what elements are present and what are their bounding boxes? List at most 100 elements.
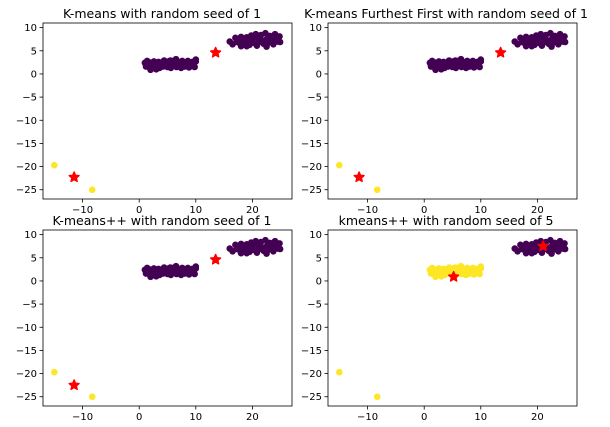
plot-frame [42, 22, 293, 200]
x-tick-label: 0 [136, 412, 142, 423]
centroid-marker [353, 171, 365, 183]
y-tick-label: −10 [16, 323, 37, 334]
data-point-right-cluster [528, 42, 536, 50]
data-point-right-cluster [253, 249, 261, 256]
x-tick-label: 0 [421, 412, 427, 423]
centroid-marker [447, 270, 460, 282]
data-point-right-cluster [518, 38, 525, 46]
centroid-marker [537, 240, 549, 252]
subplot-title: K-means with random seed of 1 [63, 6, 261, 21]
data-point-outliers [88, 393, 96, 401]
y-tick-label: 5 [316, 253, 322, 264]
data-point-mid-cluster [452, 264, 459, 271]
subplot-kmeanspp-seed-1: −10 0 10 20 10 5 0 −5 −10 −15 −20 −25 K-means++ with… [16, 213, 293, 423]
y-tick-label: 10 [309, 230, 322, 241]
data-point-mid-cluster [476, 63, 483, 71]
x-tick-label: 0 [136, 205, 142, 216]
y-tick-label: −15 [16, 346, 37, 357]
y-tick-label: −15 [16, 139, 37, 150]
data-point-right-cluster [233, 245, 240, 253]
data-point-right-cluster [237, 249, 245, 257]
data-point-right-cluster [263, 250, 270, 257]
subplot-kmeans-furthest-first-seed-1: −10 0 10 20 10 5 0 −5 −10 −15 −20 −25 K-means Furthe… [301, 6, 588, 216]
x-tick-label: −10 [357, 412, 378, 423]
data-point-mid-cluster [457, 55, 465, 63]
data-point-right-cluster [233, 38, 240, 46]
data-point-mid-cluster [191, 270, 198, 278]
y-tick-label: 0 [316, 276, 322, 287]
data-point-mid-cluster [457, 262, 465, 270]
data-point-right-cluster [561, 38, 569, 46]
y-tick-label: −10 [301, 323, 322, 334]
data-point-mid-cluster [167, 57, 174, 64]
data-point-outliers [373, 393, 381, 401]
centroid-marker [209, 46, 222, 58]
y-tick-label: −25 [301, 392, 322, 403]
y-tick-label: −20 [16, 162, 37, 173]
x-tick-label: 20 [531, 412, 544, 423]
data-point-right-cluster [548, 250, 555, 257]
y-tick-label: −5 [22, 300, 37, 311]
data-point-mid-cluster [452, 57, 459, 64]
data-point-mid-cluster [476, 270, 483, 278]
y-tick-label: −25 [16, 392, 37, 403]
plot-frame [327, 22, 578, 200]
y-tick-label: −20 [301, 369, 322, 380]
y-tick-label: −15 [301, 139, 322, 150]
data-point-mid-cluster [172, 55, 180, 63]
y-tick-label: −20 [16, 369, 37, 380]
centroid-marker [68, 379, 80, 391]
data-point-mid-cluster [432, 273, 439, 281]
data-point-right-cluster [522, 42, 530, 50]
x-tick-label: 0 [421, 205, 427, 216]
data-point-right-cluster [518, 245, 525, 253]
y-tick-label: −25 [301, 185, 322, 196]
x-tick-label: 20 [246, 205, 259, 216]
data-point-right-cluster [243, 42, 251, 50]
subplot-title: K-means++ with random seed of 1 [52, 213, 271, 228]
data-point-right-cluster [538, 42, 546, 49]
data-point-outliers [51, 368, 58, 376]
centroid-marker [209, 253, 222, 265]
data-point-mid-cluster [437, 66, 445, 73]
data-point-right-cluster [263, 43, 270, 50]
y-tick-label: 10 [24, 230, 37, 241]
data-point-right-cluster [561, 33, 568, 40]
x-tick-label: −10 [72, 205, 93, 216]
centroid-marker [494, 46, 507, 58]
y-tick-label: 0 [316, 69, 322, 80]
x-tick-label: 10 [474, 205, 487, 216]
data-point-right-cluster [276, 38, 284, 46]
x-tick-label: 20 [531, 205, 544, 216]
data-point-right-cluster [253, 42, 261, 49]
y-tick-label: 10 [309, 23, 322, 34]
plot-frame [42, 229, 293, 407]
data-point-mid-cluster [432, 66, 439, 74]
y-tick-label: −25 [16, 185, 37, 196]
y-tick-label: −10 [301, 116, 322, 127]
data-point-right-cluster [276, 240, 283, 247]
data-point-mid-cluster [147, 273, 154, 281]
data-point-right-cluster [243, 249, 251, 257]
x-tick-label: 10 [474, 412, 487, 423]
subplot-kmeans-seed-1: −10 0 10 20 10 5 0 −5 −10 −15 −20 −25 K-means with r… [16, 6, 293, 216]
y-tick-label: −20 [301, 162, 322, 173]
y-tick-label: 0 [31, 69, 37, 80]
data-point-right-cluster [522, 249, 530, 257]
y-tick-label: −10 [16, 116, 37, 127]
plot-frame [327, 229, 578, 407]
data-point-mid-cluster [477, 263, 485, 270]
centroid-marker [68, 171, 80, 183]
data-point-outliers [373, 186, 381, 194]
y-tick-label: 5 [316, 46, 322, 57]
subplot-kmeanspp-seed-5: −10 0 10 20 10 5 0 −5 −10 −15 −20 −25 kmeans++ with … [301, 213, 578, 423]
data-point-mid-cluster [147, 66, 154, 74]
data-point-outliers [336, 368, 343, 376]
data-point-mid-cluster [437, 273, 445, 280]
y-tick-label: 5 [31, 253, 37, 264]
data-point-mid-cluster [477, 56, 485, 63]
x-tick-label: −10 [72, 412, 93, 423]
y-tick-label: 10 [24, 23, 37, 34]
data-point-mid-cluster [152, 273, 160, 280]
